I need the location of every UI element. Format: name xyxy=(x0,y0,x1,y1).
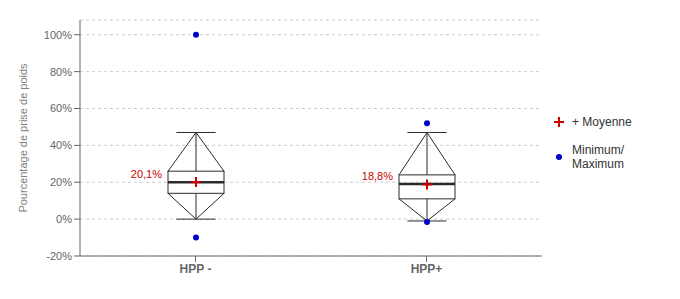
svg-text:20,1%: 20,1% xyxy=(131,168,162,180)
svg-text:HPP -: HPP - xyxy=(180,262,212,276)
svg-text:20%: 20% xyxy=(50,176,72,188)
html-text:+ Moyenne: + Moyenne xyxy=(572,114,632,129)
svg-text:60%: 60% xyxy=(50,102,72,114)
svg-text:-20%: -20% xyxy=(46,250,72,262)
svg-text:HPP+: HPP+ xyxy=(411,262,443,276)
svg-text:100%: 100% xyxy=(44,29,72,41)
svg-text:18,8%: 18,8% xyxy=(362,170,393,182)
html-text:Minimum/ Maximum: Minimum/ Maximum xyxy=(572,142,624,171)
svg-text:40%: 40% xyxy=(50,139,72,151)
svg-text:0%: 0% xyxy=(56,213,72,225)
svg-text:80%: 80% xyxy=(50,66,72,78)
svg-text:Pourcentage de prise de poids: Pourcentage de prise de poids xyxy=(17,63,29,213)
